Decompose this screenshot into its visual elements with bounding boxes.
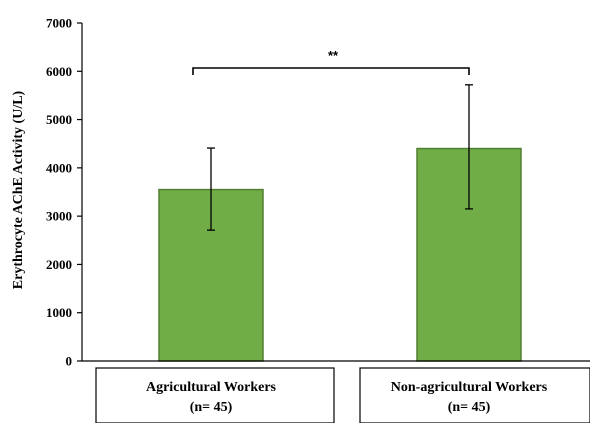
y-tick-label: 4000 bbox=[46, 160, 72, 175]
error-bars bbox=[207, 84, 473, 231]
x-category-label: (n= 45) bbox=[448, 400, 491, 415]
y-tick-label: 5000 bbox=[46, 112, 72, 127]
y-tick-label: 7000 bbox=[46, 16, 72, 31]
x-category-label: Agricultural Workers bbox=[146, 380, 277, 395]
significance-bracket-line bbox=[192, 67, 470, 75]
y-tick-label: 2000 bbox=[46, 257, 72, 272]
significance-label: ** bbox=[328, 48, 339, 63]
y-axis: 0 1000 2000 3000 4000 5000 6000 7000 bbox=[46, 16, 83, 369]
bars bbox=[158, 147, 522, 362]
x-category-label: (n= 45) bbox=[190, 400, 233, 415]
category-label-box bbox=[359, 367, 590, 423]
y-tick-label: 0 bbox=[66, 354, 73, 369]
y-tick-label: 1000 bbox=[46, 305, 72, 320]
y-tick-label: 3000 bbox=[46, 209, 72, 224]
category-label-box bbox=[95, 367, 335, 423]
x-category-label: Non-agricultural Workers bbox=[391, 380, 548, 395]
y-axis-title: Erythrocyte AChE Activity (U/L) bbox=[11, 90, 26, 289]
y-tick-label: 6000 bbox=[46, 64, 72, 79]
x-axis: Agricultural Workers (n= 45) Non-agricultu… bbox=[82, 360, 590, 423]
significance-bracket: ** bbox=[192, 48, 470, 75]
